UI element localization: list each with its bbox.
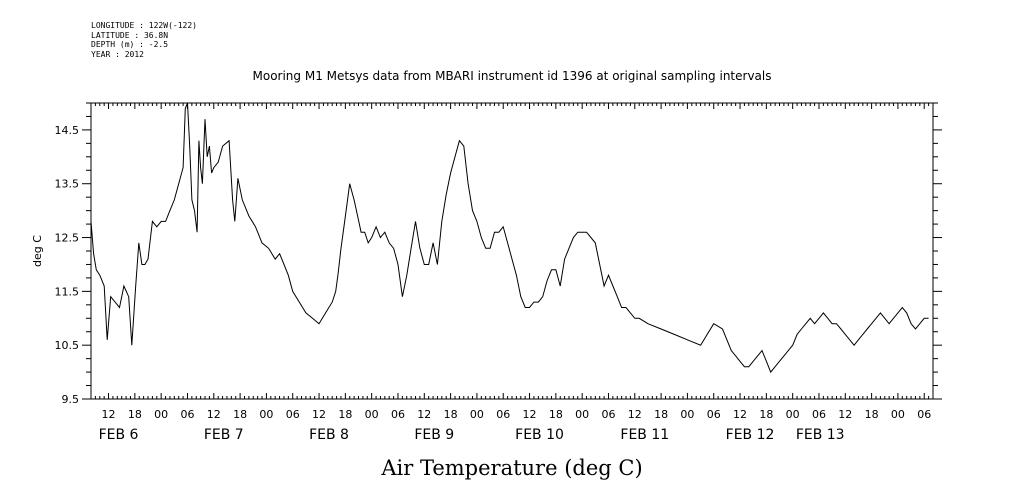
longitude-text: LONGITUDE : 122W(-122) [91,21,197,30]
x-hour-label: 12 [733,408,747,421]
x-hour-label: 18 [865,408,879,421]
x-hour-label: 12 [838,408,852,421]
x-hour-label: 06 [180,408,194,421]
latitude-text: LATITUDE : 36.8N [91,30,169,40]
x-day-label: FEB 13 [796,427,845,443]
x-day-label: FEB 9 [414,427,454,443]
y-tick-label: 9.5 [62,393,80,406]
x-tick-labels: 12 18 00 06 12 18 00 06 12 18 00 06 12 18 00 06 12 18 00 06… [102,408,932,421]
year-text: YEAR : 2012 [91,49,144,59]
x-hour-label: 00 [680,408,694,421]
depth-text: DEPTH (m) : -2.5 [91,40,169,49]
x-hour-label: 18 [759,408,773,421]
x-hour-label: 00 [154,408,168,421]
y-axis-label: deg C [31,235,44,267]
x-day-label: FEB 8 [309,427,349,443]
x-hour-label: 06 [601,408,615,421]
x-hour-label: 06 [286,408,300,421]
y-tick-label: 13.5 [55,178,80,191]
tick-marks [82,102,942,400]
x-hour-label: 06 [391,408,405,421]
x-day-label: FEB 10 [515,427,564,443]
x-hour-label: 12 [312,408,326,421]
x-hour-label: 06 [812,408,826,421]
x-hour-label: 18 [233,408,247,421]
x-hour-label: 12 [417,408,431,421]
x-hour-label: 00 [470,408,484,421]
air-temperature-line [90,102,929,374]
x-hour-label: 00 [575,408,589,421]
x-axis-label: Air Temperature (deg C) [380,456,642,480]
metadata-block: LONGITUDE : 122W(-122) LATITUDE : 36.8N … [91,21,197,59]
x-hour-label: 12 [102,408,116,421]
y-tick-label: 10.5 [55,339,80,352]
x-hour-label: 06 [917,408,931,421]
chart-title: Mooring M1 Metsys data from MBARI instru… [253,69,772,83]
x-day-label: FEB 6 [99,427,139,443]
y-tick-label: 12.5 [55,232,80,245]
x-hour-label: 00 [259,408,273,421]
x-hour-label: 18 [338,408,352,421]
x-hour-label: 18 [444,408,458,421]
x-hour-label: 00 [891,408,905,421]
x-day-label: FEB 12 [726,427,775,443]
x-hour-label: 12 [523,408,537,421]
x-hour-label: 00 [365,408,379,421]
x-day-label: FEB 7 [204,427,244,443]
y-tick-label: 11.5 [55,285,80,298]
x-day-labels: FEB 6 FEB 7 FEB 8 FEB 9 FEB 10 FEB 11 FEB 12 FE… [99,427,845,443]
x-hour-label: 06 [496,408,510,421]
x-hour-label: 00 [786,408,800,421]
x-hour-label: 12 [207,408,221,421]
x-hour-label: 12 [628,408,642,421]
x-hour-label: 06 [707,408,721,421]
x-hour-label: 18 [549,408,563,421]
y-tick-label: 14.5 [55,124,80,137]
x-day-label: FEB 11 [620,427,669,443]
x-hour-label: 18 [128,408,142,421]
plot-frame [90,102,934,400]
y-tick-labels: 9.5 10.5 11.5 12.5 13.5 14.5 [55,124,80,406]
x-hour-label: 18 [654,408,668,421]
